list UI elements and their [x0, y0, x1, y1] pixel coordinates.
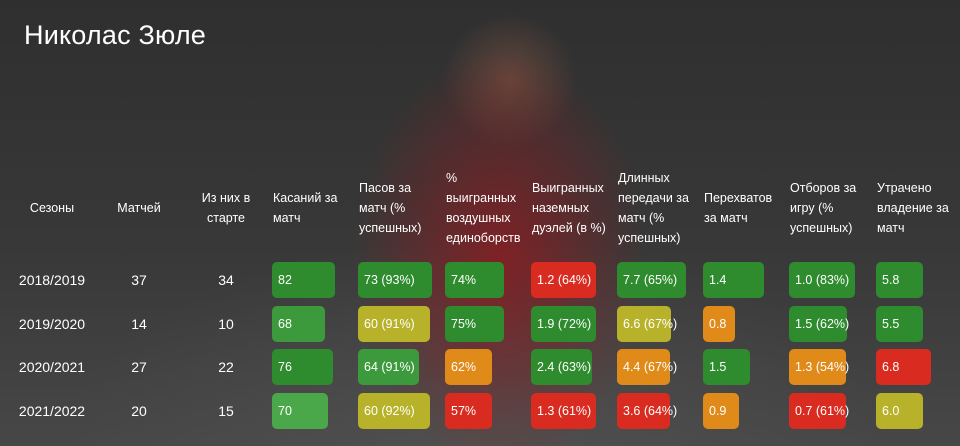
stat-cell: 76 — [272, 349, 333, 385]
stat-cell: 74% — [445, 262, 504, 298]
matches-value: 14 — [131, 316, 147, 332]
stat-cell: 2.4 (63%) — [531, 349, 592, 385]
season-label: 2020/2021 — [18, 359, 86, 375]
stat-cell: 3.6 (64%) — [617, 393, 677, 429]
stat-cell: 6.0 — [876, 393, 923, 429]
stat-cell: 0.8 — [703, 306, 735, 342]
stat-cell: 1.9 (72%) — [531, 306, 596, 342]
header-ground-duels: Выигранных наземных дуэлей (в %) — [532, 181, 606, 235]
header-matches: Матчей — [117, 201, 161, 215]
stat-cell: 1.3 (54%) — [789, 349, 849, 385]
stat-cell: 6.6 (67%) — [617, 306, 677, 342]
stat-cell: 1.0 (83%) — [789, 262, 855, 298]
header-aerial-duels: % выигранных воздушных единоборств — [446, 171, 521, 245]
stat-cell: 0.9 — [703, 393, 739, 429]
starts-value: 15 — [218, 403, 234, 419]
stat-cell: 62% — [445, 349, 492, 385]
matches-value: 27 — [131, 359, 147, 375]
stat-cell: 82 — [272, 262, 335, 298]
stat-cell: 7.7 (65%) — [617, 262, 686, 298]
stat-cell: 5.5 — [876, 306, 923, 342]
stat-cell: 60 (92%) — [358, 393, 430, 429]
stat-cell: 73 (93%) — [358, 262, 432, 298]
stat-cell: 6.8 — [876, 349, 931, 385]
matches-value: 20 — [131, 403, 147, 419]
stat-cell: 70 — [272, 393, 328, 429]
starts-value: 34 — [218, 272, 234, 288]
stat-cell: 1.2 (64%) — [531, 262, 596, 298]
stat-cell: 68 — [272, 306, 325, 342]
stat-cell: 1.5 — [703, 349, 750, 385]
stat-cell: 75% — [445, 306, 504, 342]
stat-cell: 0.7 (61%) — [789, 393, 849, 429]
header-starts: Из них в старте — [201, 191, 251, 225]
header-touches: Касаний за матч — [273, 191, 338, 225]
header-possession-lost: Утрачено владение за матч — [877, 181, 949, 235]
stat-cell: 1.5 (62%) — [789, 306, 849, 342]
header-interceptions: Перехватов за матч — [704, 191, 773, 225]
stat-cell: 1.4 — [703, 262, 764, 298]
starts-value: 10 — [218, 316, 234, 332]
starts-value: 22 — [218, 359, 234, 375]
stat-cell: 5.8 — [876, 262, 923, 298]
header-seasons: Сезоны — [29, 201, 75, 215]
header-passes: Пасов за матч (% успешных) — [359, 181, 422, 235]
stat-cell: 57% — [445, 393, 492, 429]
page-title: Николас Зюле — [24, 20, 207, 50]
stat-cell: 1.3 (61%) — [531, 393, 596, 429]
season-label: 2021/2022 — [18, 403, 86, 419]
stat-cell: 64 (91%) — [358, 349, 419, 385]
header-tackles: Отборов за игру (% успешных) — [790, 181, 857, 235]
stat-cell: 60 (91%) — [358, 306, 430, 342]
matches-value: 37 — [131, 272, 147, 288]
season-label: 2019/2020 — [18, 316, 86, 332]
stat-cell: 4.4 (67%) — [617, 349, 677, 385]
season-label: 2018/2019 — [18, 272, 86, 288]
header-long-passes: Длинных передачи за матч (% успешных) — [618, 171, 689, 245]
